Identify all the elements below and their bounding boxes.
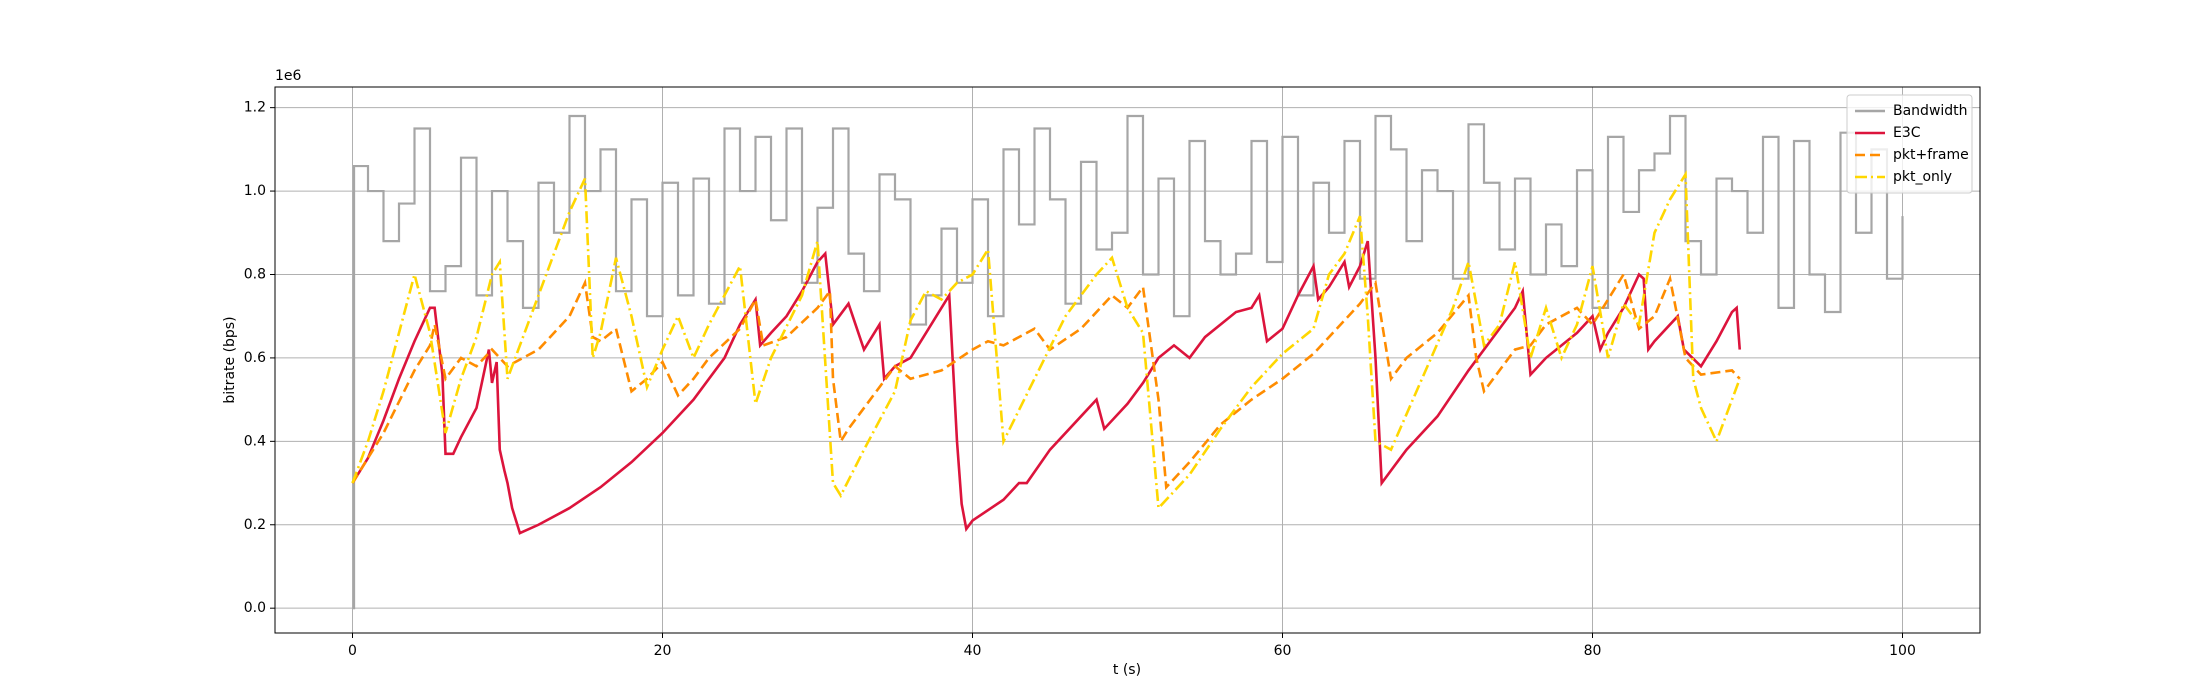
y-tick-label: 0.0 <box>244 600 266 616</box>
y-offset-label: 1e6 <box>275 68 302 84</box>
series-line <box>351 170 1741 512</box>
y-tick-label: 1.2 <box>244 100 266 116</box>
x-tick-label: 0 <box>348 643 357 659</box>
x-tick-label: 20 <box>654 643 672 659</box>
legend-label: Bandwidth <box>1893 103 1968 119</box>
y-tick-label: 0.6 <box>244 350 266 366</box>
legend-box <box>1846 94 1973 194</box>
legend-label: pkt+frame <box>1893 147 1969 163</box>
axes-frame <box>274 86 1981 634</box>
x-tick-label: 80 <box>1584 643 1602 659</box>
series-line <box>351 240 1742 535</box>
x-tick-label: 40 <box>964 643 982 659</box>
plot-area <box>351 114 1904 610</box>
y-tick-label: 0.4 <box>244 433 266 449</box>
y-axis-label: bitrate (bps) <box>222 316 238 403</box>
legend-label: E3C <box>1893 125 1921 141</box>
y-tick-label: 1.0 <box>244 183 266 199</box>
x-axis-label: t (s) <box>1113 662 1141 678</box>
x-tick-label: 60 <box>1274 643 1292 659</box>
y-tick-label: 0.2 <box>244 517 266 533</box>
y-tick-label: 0.8 <box>244 266 266 282</box>
series-line <box>351 271 1741 491</box>
x-tick-label: 100 <box>1889 643 1916 659</box>
series-line <box>352 114 1904 610</box>
legend-label: pkt_only <box>1893 169 1952 185</box>
